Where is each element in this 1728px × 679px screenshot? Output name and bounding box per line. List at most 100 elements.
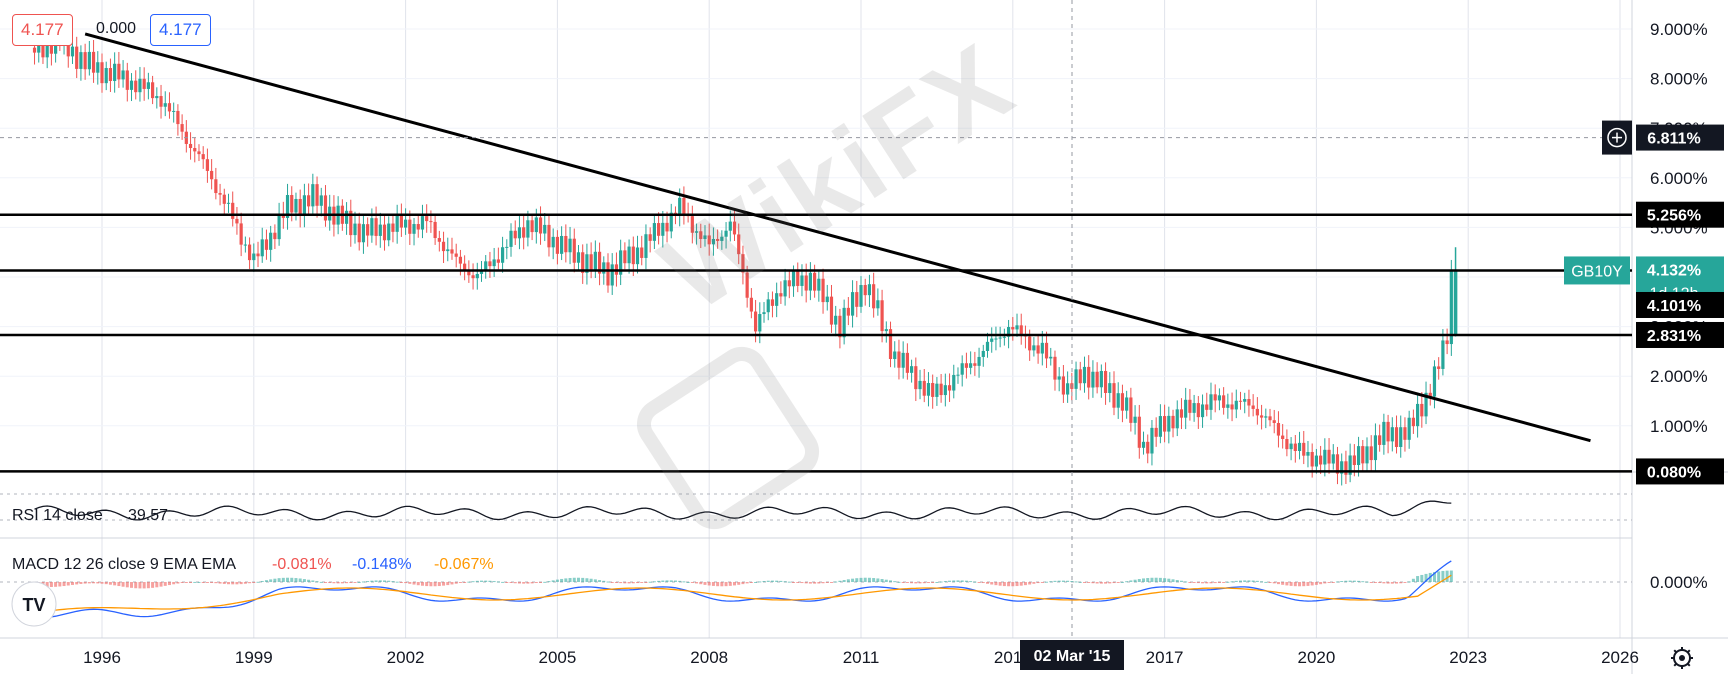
macd-histogram-bar — [239, 582, 243, 585]
macd-histogram-bar — [113, 582, 117, 586]
macd-histogram-bar — [176, 582, 180, 584]
macd-histogram-bar — [1066, 580, 1070, 582]
candle-body — [1259, 415, 1264, 418]
macd-histogram-bar — [1331, 582, 1335, 583]
candle-body — [943, 385, 947, 396]
candle-body — [256, 253, 260, 257]
candle-body — [635, 247, 640, 265]
macd-histogram-bar — [45, 582, 49, 588]
macd-histogram-bar — [404, 582, 408, 584]
candle-body — [678, 197, 682, 215]
candle-body — [1416, 403, 1420, 427]
candle-body — [294, 198, 298, 213]
candle-body — [1103, 370, 1108, 394]
macd-histogram-bar — [172, 582, 176, 585]
candle-body — [910, 366, 914, 373]
y-tick-label: 9.000% — [1650, 20, 1708, 39]
candle-body — [876, 300, 880, 309]
macd-histogram-bar — [1449, 570, 1453, 582]
candle-body — [1281, 435, 1285, 439]
candle-body — [500, 247, 505, 263]
macd-histogram-bar — [834, 581, 838, 583]
macd-histogram-bar — [530, 582, 534, 584]
macd-histogram-bar — [707, 582, 711, 586]
macd-histogram-bar — [1399, 582, 1403, 584]
macd-histogram-bar — [79, 582, 83, 584]
macd-histogram-bar — [1441, 570, 1445, 582]
candle-body — [210, 170, 214, 180]
macd-histogram-bar — [155, 582, 159, 588]
candle-body — [1344, 461, 1348, 475]
macd-histogram-bar — [214, 582, 218, 584]
candle-body — [606, 262, 610, 286]
candle-body — [134, 80, 138, 93]
macd-histogram-bar — [1099, 582, 1103, 584]
candle-body — [1061, 376, 1065, 395]
candle-body — [79, 52, 83, 69]
price-label-text: 4.101% — [1647, 298, 1701, 315]
x-axis-ticks: 1996 1999 2002 2005 2008 2011 2014 2017 2020 2023… — [83, 648, 1639, 667]
macd-label: MACD 12 26 close 9 EMA EMA — [12, 556, 236, 573]
macd-histogram-bar — [593, 579, 597, 582]
macd-histogram-bar — [821, 582, 825, 584]
macd-histogram-bar — [467, 581, 471, 583]
candle-body — [1011, 327, 1015, 330]
candle-body — [197, 151, 201, 155]
candle-body — [391, 223, 395, 232]
candle-body — [694, 231, 699, 233]
macd-histogram-bar — [450, 582, 454, 585]
logo-mark: TV — [22, 595, 45, 615]
candle-body — [429, 221, 433, 223]
candle-body — [1184, 399, 1188, 418]
macd-histogram-bar — [307, 579, 311, 582]
macd-histogram-bar — [846, 579, 850, 582]
macd-histogram-bar — [1213, 582, 1217, 584]
macd-histogram-bar — [939, 581, 943, 583]
candle-body — [977, 356, 981, 366]
macd-histogram-bar — [1323, 582, 1327, 584]
x-tick-label: 1999 — [235, 648, 273, 667]
candle-body — [1040, 342, 1044, 354]
candle-body — [1078, 369, 1082, 384]
candle-body — [260, 239, 264, 257]
candle-body — [1213, 394, 1217, 401]
macd-histogram-bar — [1335, 581, 1339, 583]
macd-histogram-bar — [1382, 582, 1386, 584]
macd-histogram-bar — [636, 582, 640, 584]
horizontal-levels — [0, 213, 1632, 473]
macd-histogram-bar — [163, 582, 167, 586]
candle-body — [344, 210, 349, 224]
candle-body — [631, 246, 635, 265]
x-tick-label: 2011 — [843, 648, 880, 667]
macd-histogram-bar — [1091, 582, 1095, 584]
candle-body — [1306, 452, 1310, 456]
candle-body — [311, 184, 315, 207]
add-alert-plus-icon[interactable] — [1602, 120, 1632, 155]
macd-histogram-bar — [1019, 582, 1023, 586]
macd-histogram-bar — [62, 582, 66, 587]
candle-body — [226, 202, 231, 204]
price-label-text: 2.831% — [1647, 328, 1701, 345]
macd-histogram-bar — [189, 582, 193, 583]
candle-body — [1108, 383, 1112, 394]
candle-body — [1382, 421, 1386, 445]
candle-body — [151, 82, 155, 99]
candle-body — [855, 292, 859, 307]
macd-histogram-bar — [1424, 573, 1428, 582]
gear-tooth — [1686, 649, 1691, 654]
candle-body — [804, 275, 808, 291]
candle-body — [243, 244, 247, 246]
candle-body — [1445, 340, 1449, 345]
candle-body — [526, 220, 530, 238]
macd-histogram-bar — [1386, 582, 1390, 584]
macd-histogram-bar — [475, 580, 479, 582]
macd-histogram-bar — [657, 580, 661, 582]
macd-histogram-bar — [235, 582, 239, 585]
macd-histogram-bar — [762, 580, 766, 582]
macd-histogram-bar — [1264, 581, 1268, 583]
candle-body — [509, 230, 513, 247]
macd-histogram-bar — [100, 582, 104, 584]
settings-gear-icon[interactable] — [1671, 647, 1693, 669]
candle-body — [602, 262, 606, 274]
